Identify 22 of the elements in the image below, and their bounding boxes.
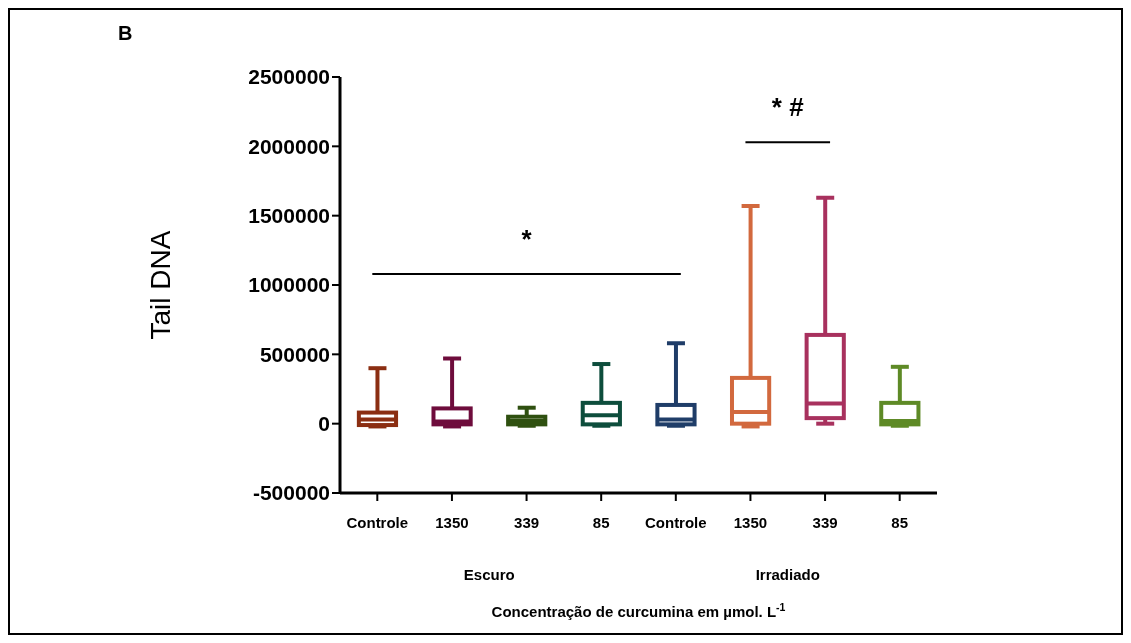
y-tick-label: 1000000	[248, 273, 330, 297]
x-tick-label: 85	[592, 513, 610, 531]
x-tick-label: 339	[514, 513, 540, 531]
y-tick-label: 2500000	[248, 65, 330, 89]
x-tick-label: 339	[812, 513, 838, 531]
x-tick-label: 85	[891, 513, 909, 531]
text: Escuro	[463, 566, 515, 583]
y-tick-label: 0	[318, 412, 330, 436]
y-tick-label: 1500000	[248, 204, 330, 228]
annotation: * #	[771, 92, 805, 123]
x-tick-label: Controle	[644, 513, 707, 531]
y-tick-label: -500000	[252, 481, 330, 505]
x-tick-label: Controle	[346, 513, 409, 531]
y-tick-label: 500000	[259, 342, 330, 366]
text: Irradiado	[755, 566, 820, 583]
y-axis-title: Tail DNA	[144, 230, 176, 340]
x-axis-title: Concentração de curcumina em µmol. L$^{-1}$	[491, 601, 786, 620]
x-tick-label: 1350	[733, 513, 768, 531]
text: B	[118, 22, 133, 45]
y-tick-label: 2000000	[248, 134, 330, 158]
annotation: *	[521, 223, 533, 254]
x-tick-label: 1350	[435, 513, 469, 531]
